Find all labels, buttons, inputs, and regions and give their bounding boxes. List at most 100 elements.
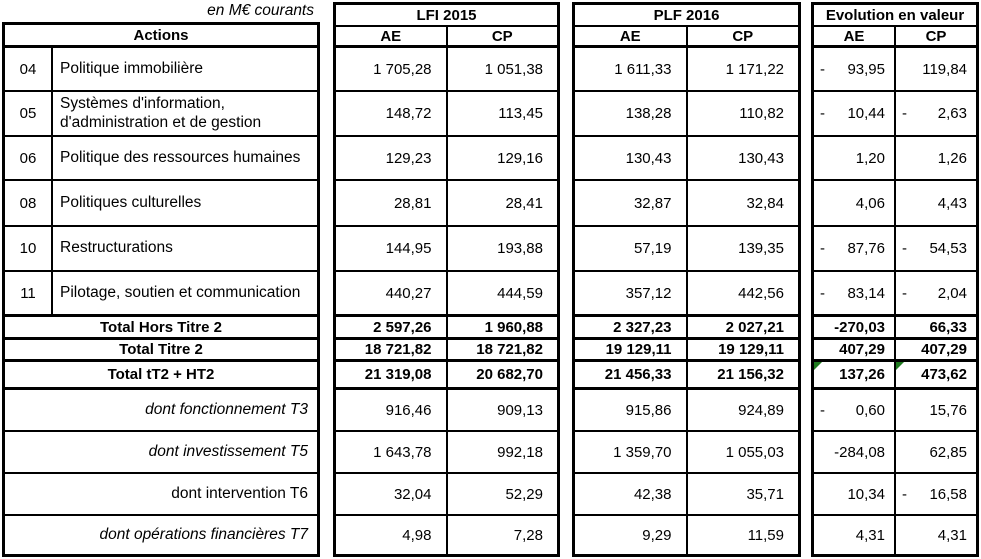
table-row: 32,04 52,29 bbox=[336, 474, 557, 516]
evolution-ae-value-cell: -284,08 bbox=[814, 432, 894, 472]
lfi2015-ae-value-cell: 28,81 bbox=[393, 194, 432, 212]
minus-sign: - bbox=[820, 401, 825, 419]
evolution-ae-value-cell: - 10,44 bbox=[814, 92, 894, 135]
table-row: 57,19 139,35 bbox=[575, 227, 798, 272]
evolution-value: 16,58 bbox=[929, 485, 967, 503]
evolution-value: 137,26 bbox=[839, 366, 885, 383]
table-row: - 93,95 119,84 bbox=[814, 48, 976, 92]
lfi2015-ae-value-cell: 1 643,78 bbox=[373, 443, 432, 461]
evolution-value: 407,29 bbox=[839, 341, 885, 358]
table-row: Total Titre 2 bbox=[5, 340, 317, 362]
table-row: - 0,60 15,76 bbox=[814, 390, 976, 432]
evolution-value: 15,76 bbox=[929, 401, 967, 419]
lfi2015-cp-value-cell: 52,29 bbox=[445, 474, 558, 514]
table-row: 357,12 442,56 bbox=[575, 272, 798, 317]
evolution-cp-value-cell: 15,76 bbox=[894, 390, 976, 430]
dont-label: dont investissement T5 bbox=[148, 443, 308, 460]
table-row: 10 Restructurations bbox=[5, 227, 317, 272]
action-code: 11 bbox=[20, 284, 36, 302]
action-label: Systèmes d'information, d'administration… bbox=[51, 92, 317, 135]
lfi2015-ae-value-cell: 440,27 bbox=[385, 284, 432, 302]
minus-sign: - bbox=[902, 485, 907, 503]
actions-rows: 04 Politique immobilière 05 Systèmes d'info… bbox=[5, 48, 317, 554]
plf2016-ae-value-cell: 9,29 bbox=[642, 526, 672, 544]
lfi2015-cp-value-cell: 7,28 bbox=[445, 516, 558, 554]
evolution-value: 87,76 bbox=[847, 240, 885, 257]
evolution-ae-value-cell: 4,06 bbox=[814, 181, 894, 225]
evolution-value: 93,95 bbox=[847, 60, 885, 78]
lfi2015-cp-value-cell: 1 051,38 bbox=[445, 48, 558, 90]
plf2016-cp-value-cell: 110,82 bbox=[685, 92, 799, 135]
table-row: 1 611,33 1 171,22 bbox=[575, 48, 798, 92]
table-row: 10,34- 16,58 bbox=[814, 474, 976, 516]
minus-sign: - bbox=[820, 60, 825, 78]
lfi2015-ae-value-cell: 916,46 bbox=[385, 401, 432, 419]
error-flag-icon bbox=[896, 362, 904, 370]
lfi2015-cp-value-cell: 909,13 bbox=[445, 390, 558, 430]
evolution-ae-value-cell: 4,31 bbox=[814, 516, 894, 554]
evolution-ae-value-cell: 10,34 bbox=[814, 474, 894, 514]
minus-sign: - bbox=[902, 284, 907, 302]
plf2016-ae-value-cell: 19 129,11 bbox=[605, 341, 672, 358]
evolution-ae-value-cell: 137,26 bbox=[814, 362, 894, 387]
plf2016-cp-value-cell: 35,71 bbox=[685, 474, 799, 514]
total-label: Total Hors Titre 2 bbox=[100, 318, 222, 336]
block-title-row: PLF 2016 bbox=[575, 5, 798, 27]
cp-column-header: CP bbox=[445, 27, 558, 45]
plf2016-cp-value-cell: 130,43 bbox=[685, 137, 799, 179]
ae-column-header: AE bbox=[619, 27, 641, 45]
ae-column-header: AE bbox=[843, 27, 865, 45]
table-row: 4,31 4,31 bbox=[814, 516, 976, 554]
unit-label: en M€ courants bbox=[207, 2, 314, 19]
plf2016-cp-value-cell: 924,89 bbox=[685, 390, 799, 430]
cp-column-header: CP bbox=[685, 27, 799, 45]
evolution-value: 4,31 bbox=[937, 526, 967, 544]
evolution-ae-value-cell: - 83,14 bbox=[814, 272, 894, 314]
evolution-ae-value-cell: 1,20 bbox=[814, 137, 894, 179]
table-row: 1 705,28 1 051,38 bbox=[336, 48, 557, 92]
table-row: 4,98 7,28 bbox=[336, 516, 557, 554]
actions-block: Actions 04 Politique immobilière 05 Système… bbox=[2, 22, 320, 557]
column-header-row: AE CP bbox=[575, 27, 798, 48]
table-row: 440,27 444,59 bbox=[336, 272, 557, 317]
action-code: 05 bbox=[19, 105, 37, 122]
plf2016-cp-value-cell: 21 156,32 bbox=[685, 362, 799, 387]
lfi-2015-block: LFI 2015 AE CP 1 705,28 1 051,38 148,72 113… bbox=[333, 2, 560, 557]
table-row: 916,46 909,13 bbox=[336, 390, 557, 432]
evolution-value: 4,06 bbox=[855, 194, 885, 212]
table-row: 42,38 35,71 bbox=[575, 474, 798, 516]
minus-sign: - bbox=[820, 240, 825, 257]
table-row: 1,20 1,26 bbox=[814, 137, 976, 181]
table-row: 04 Politique immobilière bbox=[5, 48, 317, 92]
table-row: 144,95 193,88 bbox=[336, 227, 557, 272]
table-row: -83,14-2,04 bbox=[814, 272, 976, 317]
evolution-value: -270,03 bbox=[834, 318, 885, 336]
table-row: 2 597,26 1 960,88 bbox=[336, 317, 557, 340]
table-row: 130,43 130,43 bbox=[575, 137, 798, 181]
evolution-cp-value-cell: 62,85 bbox=[894, 432, 976, 472]
plf2016-ae-value-cell: 2 327,23 bbox=[613, 318, 672, 336]
plf2016-cp-value-cell: 11,59 bbox=[685, 516, 799, 554]
evolution-value: 2,63 bbox=[937, 105, 967, 122]
plf2016-cp-value-cell: 19 129,11 bbox=[685, 340, 799, 359]
evolution-cp-value-cell: - 2,04 bbox=[894, 272, 976, 314]
evolution-value: 4,43 bbox=[937, 194, 967, 212]
lfi-2015-rows: 1 705,28 1 051,38 148,72 113,45 129,23 129,16… bbox=[336, 48, 557, 554]
action-label: Politiques culturelles bbox=[51, 181, 317, 225]
error-flag-icon bbox=[814, 362, 822, 370]
action-code: 10 bbox=[19, 240, 37, 257]
table-row: -284,08 62,85 bbox=[814, 432, 976, 474]
table-row: 148,72 113,45 bbox=[336, 92, 557, 137]
evolution-cp-value-cell: 4,31 bbox=[894, 516, 976, 554]
evolution-rows: -93,95 119,84-10,44-2,63 1,20 1,26 4,06 4,43-… bbox=[814, 48, 976, 554]
evolution-ae-value-cell: - 87,76 bbox=[814, 227, 894, 270]
evolution-value: 1,26 bbox=[937, 149, 967, 167]
lfi2015-cp-value-cell: 1 960,88 bbox=[445, 317, 558, 337]
evolution-value: 10,34 bbox=[847, 485, 885, 503]
evolution-value: -284,08 bbox=[834, 443, 885, 461]
plf2016-cp-value-cell: 2 027,21 bbox=[685, 317, 799, 337]
evolution-value: 407,29 bbox=[921, 341, 967, 358]
plf2016-ae-value-cell: 42,38 bbox=[633, 485, 672, 503]
total-label: Total tT2 + HT2 bbox=[107, 366, 215, 383]
